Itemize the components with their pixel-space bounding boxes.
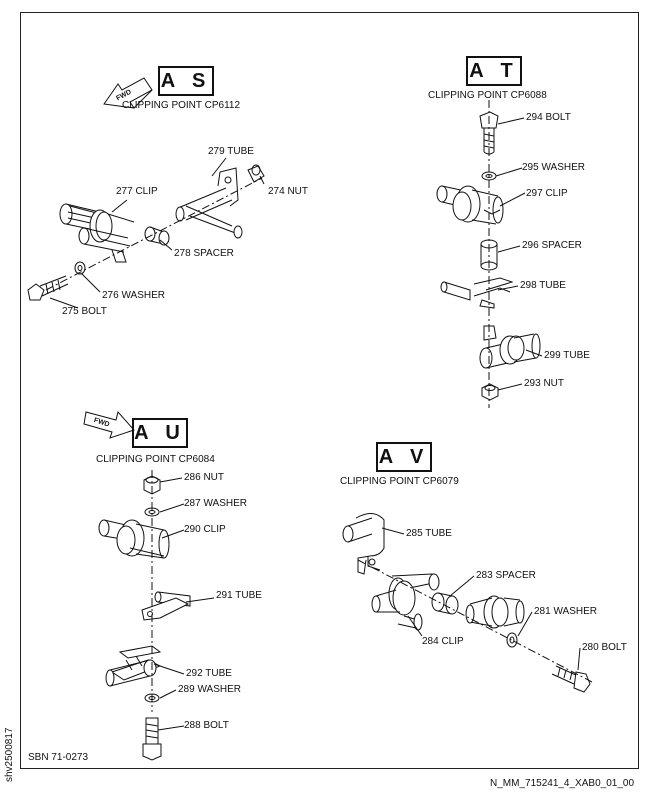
part-label: 293 NUT	[524, 378, 564, 389]
part-label: 285 TUBE	[406, 528, 452, 539]
file-id: N_MM_715241_4_XAB0_01_00	[490, 778, 634, 789]
au-assembly	[99, 470, 214, 760]
as-assembly	[28, 158, 264, 308]
part-label: 290 CLIP	[184, 524, 226, 535]
part-label: 276 WASHER	[102, 290, 165, 301]
section-title-as: A S	[158, 66, 214, 96]
clipping-point-au: CLIPPING POINT CP6084	[96, 454, 215, 465]
part-label: 291 TUBE	[216, 590, 262, 601]
part-label: 280 BOLT	[582, 642, 627, 653]
part-label: 298 TUBE	[520, 280, 566, 291]
part-label: 274 NUT	[268, 186, 308, 197]
part-label: 284 CLIP	[422, 636, 464, 647]
part-label: 297 CLIP	[526, 188, 568, 199]
part-label: 275 BOLT	[62, 306, 107, 317]
part-label: 294 BOLT	[526, 112, 571, 123]
part-label: 286 NUT	[184, 472, 224, 483]
part-label: 281 WASHER	[534, 606, 597, 617]
side-code: shv2500817	[4, 728, 15, 783]
clipping-point-as: CLIPPING POINT CP6112	[122, 100, 240, 111]
part-label: 287 WASHER	[184, 498, 247, 509]
section-title-au: A U	[132, 418, 188, 448]
part-label: 277 CLIP	[116, 186, 158, 197]
part-label: 283 SPACER	[476, 570, 536, 581]
sbn-reference: SBN 71-0273	[28, 752, 88, 763]
part-label: 288 BOLT	[184, 720, 229, 731]
part-label: 278 SPACER	[174, 248, 234, 259]
section-title-av: A V	[376, 442, 432, 472]
part-label: 299 TUBE	[544, 350, 590, 361]
at-assembly	[437, 100, 542, 408]
clipping-point-av: CLIPPING POINT CP6079	[340, 476, 459, 487]
clipping-point-at: CLIPPING POINT CP6088	[428, 90, 547, 101]
part-label: 279 TUBE	[208, 146, 254, 157]
fwd-arrow-icon: FWD	[84, 412, 134, 438]
part-label: 295 WASHER	[522, 162, 585, 173]
part-label: 296 SPACER	[522, 240, 582, 251]
av-assembly	[343, 513, 592, 692]
part-label: 289 WASHER	[178, 684, 241, 695]
part-label: 292 TUBE	[186, 668, 232, 679]
section-title-at: A T	[466, 56, 522, 86]
